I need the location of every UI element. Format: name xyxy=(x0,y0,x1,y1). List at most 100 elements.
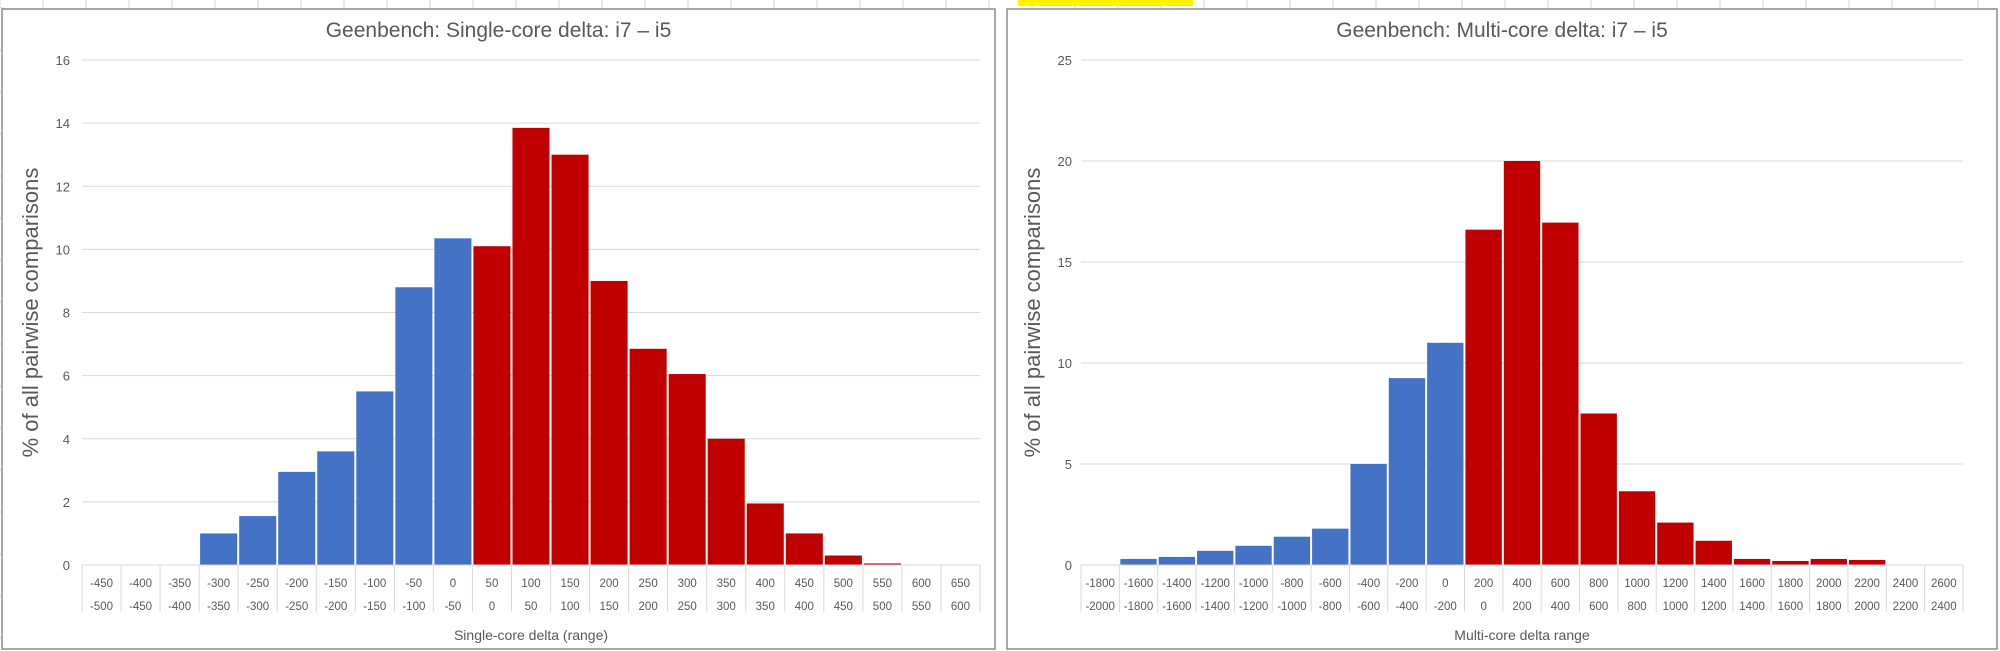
y-tick-label: 15 xyxy=(1058,255,1072,270)
x-tick-label-upper: -200 xyxy=(1395,578,1418,590)
selected-cell-highlight xyxy=(1018,0,1193,6)
x-tick-label-lower: 0 xyxy=(489,601,495,613)
x-tick-label-upper: 300 xyxy=(678,578,697,590)
bar xyxy=(1312,528,1349,565)
x-tick-label-lower: -2000 xyxy=(1085,601,1114,613)
x-tick-label-lower: 200 xyxy=(1512,601,1531,613)
x-tick-label-lower: 300 xyxy=(717,601,736,613)
bar xyxy=(551,154,589,565)
x-tick-label-lower: -800 xyxy=(1319,601,1342,613)
x-tick-label-upper: 2600 xyxy=(1931,578,1957,590)
bar xyxy=(200,533,238,565)
bar xyxy=(590,280,628,565)
y-tick-label: 14 xyxy=(56,116,70,131)
x-tick-label-lower: -200 xyxy=(324,601,347,613)
bar xyxy=(1465,229,1502,565)
x-tick-label-upper: 1800 xyxy=(1778,578,1804,590)
bar xyxy=(1542,222,1579,566)
x-tick-label-lower: -1000 xyxy=(1277,601,1306,613)
x-tick-label-lower: 150 xyxy=(599,601,618,613)
y-tick-label: 10 xyxy=(56,242,70,257)
x-tick-label-lower: 1000 xyxy=(1663,601,1689,613)
bar xyxy=(1235,545,1272,565)
y-tick-label: 8 xyxy=(63,306,70,321)
y-tick-label: 2 xyxy=(63,495,70,510)
x-tick-label-lower: -1200 xyxy=(1239,601,1268,613)
bar xyxy=(434,238,472,565)
bar xyxy=(1350,464,1387,565)
x-tick-label-upper: -200 xyxy=(285,578,308,590)
x-tick-label-lower: -1400 xyxy=(1201,601,1230,613)
x-tick-label-upper: -300 xyxy=(207,578,230,590)
x-tick-label-upper: 0 xyxy=(450,578,456,590)
x-tick-label-lower: -200 xyxy=(1434,601,1457,613)
x-tick-label-lower: 600 xyxy=(951,601,970,613)
x-tick-label-lower: 2400 xyxy=(1931,601,1957,613)
x-tick-label-upper: -50 xyxy=(406,578,423,590)
x-tick-label-upper: 1200 xyxy=(1663,578,1689,590)
x-tick-label-upper: 2200 xyxy=(1854,578,1880,590)
x-tick-label-lower: -450 xyxy=(129,601,152,613)
x-tick-label-lower: 550 xyxy=(912,601,931,613)
bar xyxy=(785,533,823,565)
x-tick-label-upper: 2000 xyxy=(1816,578,1842,590)
x-tick-label-lower: 100 xyxy=(560,601,579,613)
x-tick-label-lower: 50 xyxy=(525,601,538,613)
x-tick-label-lower: 1200 xyxy=(1701,601,1727,613)
x-tick-label-lower: -500 xyxy=(90,601,113,613)
bar xyxy=(1273,536,1311,565)
bar xyxy=(1388,378,1426,565)
bar xyxy=(1197,550,1234,565)
bar xyxy=(863,563,901,565)
x-tick-label-lower: 250 xyxy=(678,601,697,613)
x-tick-label-lower: 2000 xyxy=(1854,601,1880,613)
x-tick-label-lower: 200 xyxy=(639,601,658,613)
x-axis-title: Single-core delta (range) xyxy=(454,627,608,643)
x-tick-label-lower: -250 xyxy=(285,601,308,613)
x-tick-label-upper: 600 xyxy=(1551,578,1570,590)
x-tick-label-lower: -100 xyxy=(402,601,425,613)
x-tick-label-lower: 1400 xyxy=(1739,601,1765,613)
x-tick-label-lower: -600 xyxy=(1357,601,1380,613)
y-tick-label: 6 xyxy=(63,369,70,384)
x-tick-label-upper: -800 xyxy=(1280,578,1303,590)
y-axis-title: % of all pairwise comparisons xyxy=(18,168,43,458)
x-tick-label-upper: 200 xyxy=(1474,578,1493,590)
bar xyxy=(1733,558,1771,565)
x-tick-label-upper: 1400 xyxy=(1701,578,1727,590)
x-tick-label-lower: -50 xyxy=(445,601,462,613)
x-tick-label-upper: 1000 xyxy=(1624,578,1650,590)
bar xyxy=(1657,522,1694,565)
y-tick-label: 16 xyxy=(56,53,70,68)
x-tick-label-upper: -350 xyxy=(168,578,191,590)
x-tick-label-upper: -600 xyxy=(1319,578,1342,590)
bar xyxy=(1120,558,1157,565)
x-tick-label-lower: 2200 xyxy=(1893,601,1919,613)
bar xyxy=(1503,161,1541,565)
x-tick-label-lower: 800 xyxy=(1627,601,1646,613)
x-tick-label-upper: 600 xyxy=(912,578,931,590)
x-tick-label-upper: 450 xyxy=(795,578,814,590)
x-tick-label-lower: -1600 xyxy=(1162,601,1191,613)
x-tick-label-upper: 2400 xyxy=(1893,578,1919,590)
x-tick-label-lower: 600 xyxy=(1589,601,1608,613)
x-tick-label-lower: -300 xyxy=(246,601,269,613)
x-tick-label-upper: 650 xyxy=(951,578,970,590)
x-tick-label-lower: -150 xyxy=(363,601,386,613)
x-tick-label-upper: 200 xyxy=(599,578,618,590)
bar xyxy=(278,471,316,565)
y-tick-label: 0 xyxy=(1065,558,1072,573)
y-tick-label: 0 xyxy=(63,558,70,573)
bar xyxy=(317,451,355,565)
x-tick-label-upper: 800 xyxy=(1589,578,1608,590)
bar xyxy=(1427,342,1464,565)
bar xyxy=(746,503,784,565)
bar xyxy=(824,555,862,565)
x-tick-label-upper: 100 xyxy=(521,578,540,590)
chart-frame xyxy=(1006,8,1998,650)
x-tick-label-upper: -1200 xyxy=(1201,578,1230,590)
bar xyxy=(512,127,550,565)
bar xyxy=(1695,540,1732,565)
bar xyxy=(356,391,394,565)
